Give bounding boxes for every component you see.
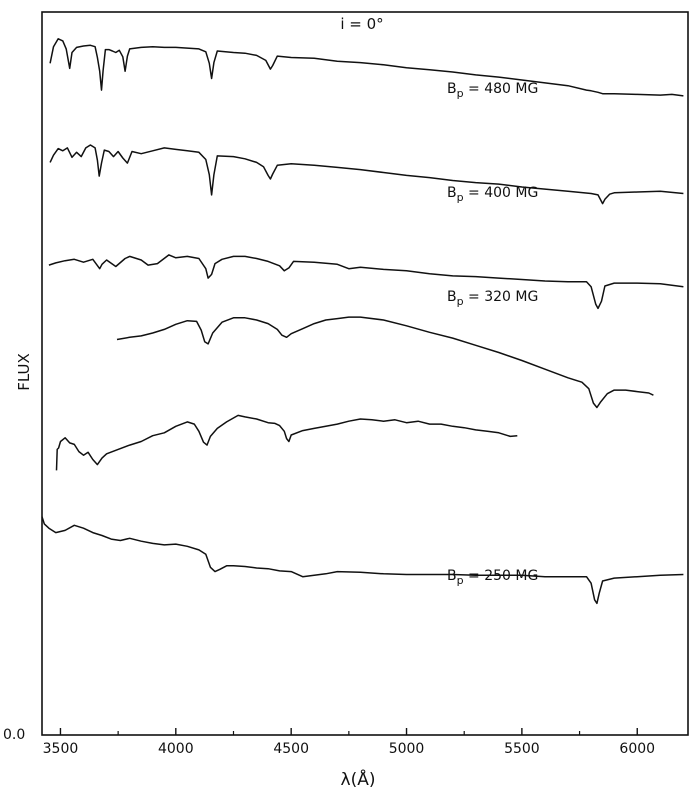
x-tick-label-2: 4500 bbox=[273, 741, 309, 757]
y-axis-label: FLUX bbox=[15, 353, 33, 391]
x-tick-label-0: 3500 bbox=[43, 741, 79, 757]
x-tick-label-5: 6000 bbox=[619, 741, 655, 757]
spectrum-line-3 bbox=[116, 316, 654, 409]
spectrum-line-2 bbox=[48, 254, 684, 310]
x-tick-label-1: 4000 bbox=[158, 741, 194, 757]
y-tick-label-0: 0.0 bbox=[3, 727, 25, 743]
series-layer bbox=[41, 38, 684, 605]
series-label-2: Bp = 320 MG bbox=[447, 289, 538, 308]
plot-axes bbox=[41, 11, 689, 736]
spectrum-line-1 bbox=[49, 144, 684, 205]
spectrum-line-0 bbox=[49, 38, 684, 97]
x-tick-label-4: 5500 bbox=[504, 741, 540, 757]
series-label-0: Bp = 480 MG bbox=[447, 81, 538, 100]
x-axis-ticks: 3500 4000 4500 5000 5500 6000 bbox=[43, 728, 655, 757]
x-axis-label: λ(Å) bbox=[341, 768, 376, 790]
series-labels: Bp = 480 MG Bp = 400 MG Bp = 320 MG Bp = 25… bbox=[447, 81, 538, 587]
x-tick-label-3: 5000 bbox=[389, 741, 425, 757]
spectrum-line-4 bbox=[55, 414, 518, 471]
series-label-5: Bp = 250 MG bbox=[447, 568, 538, 587]
chart-title: i = 0° bbox=[340, 15, 383, 33]
plot-frame bbox=[41, 11, 689, 736]
spectrum-line-5 bbox=[41, 516, 684, 605]
series-label-1: Bp = 400 MG bbox=[447, 185, 538, 204]
